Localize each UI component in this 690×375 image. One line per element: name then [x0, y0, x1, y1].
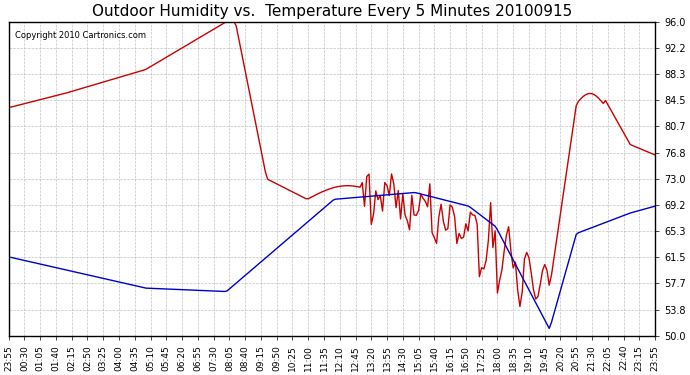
Title: Outdoor Humidity vs.  Temperature Every 5 Minutes 20100915: Outdoor Humidity vs. Temperature Every 5… [92, 4, 572, 19]
Text: Copyright 2010 Cartronics.com: Copyright 2010 Cartronics.com [15, 31, 146, 40]
